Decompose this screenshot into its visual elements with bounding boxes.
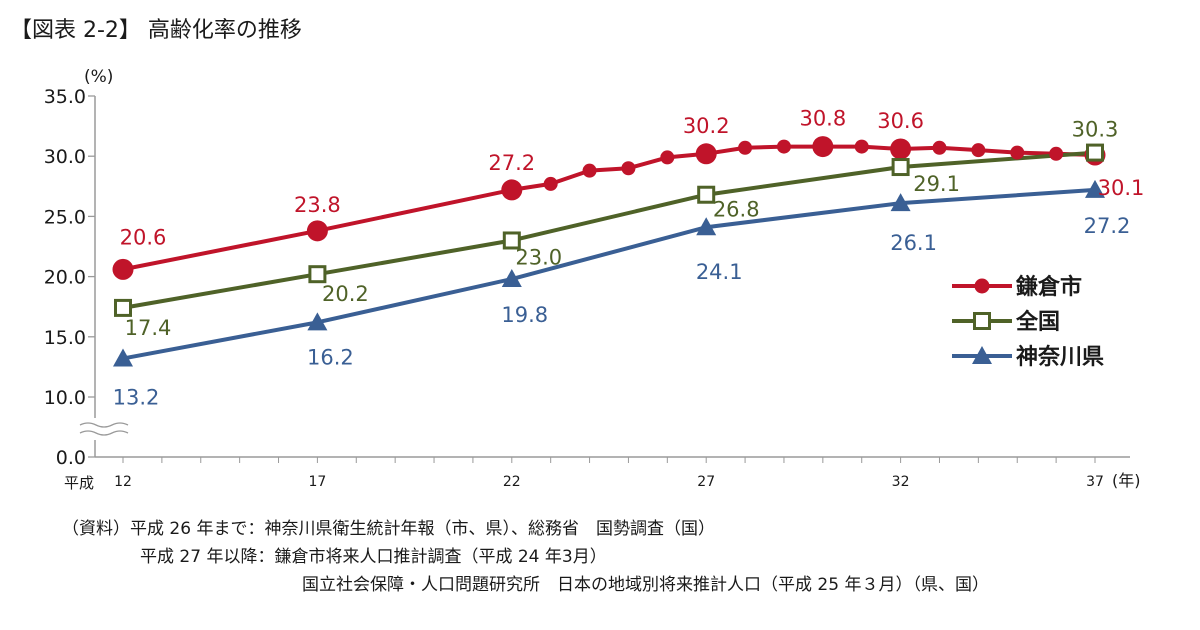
x-axis-unit: (年) [1112,471,1141,490]
x-tick-label: 22 [503,474,521,490]
axis-break-mark [79,430,129,436]
data-label-全国: 29.1 [913,172,960,196]
data-label-鎌倉市: 30.2 [683,114,730,138]
marker-全国 [114,298,132,317]
marker-鎌倉市 [1010,145,1025,160]
data-label-鎌倉市: 30.8 [799,107,846,131]
marker-鎌倉市 [621,161,636,176]
marker-鎌倉市 [971,143,986,158]
marker-神奈川県 [890,193,911,212]
marker-鎌倉市 [812,136,834,158]
marker-全国 [1086,143,1104,162]
x-tick-label: 32 [892,474,910,490]
marker-鎌倉市 [660,150,675,165]
marker-鎌倉市 [112,258,134,280]
series-markers [112,136,1106,367]
data-label-鎌倉市: 27.2 [488,151,535,175]
marker-鎌倉市 [582,163,597,178]
legend-label: 全国 [1015,309,1060,335]
y-tick-label: 25.0 [44,206,86,228]
marker-鎌倉市 [932,140,947,155]
source-line-1: （資料）平成 26 年まで：神奈川県衛生統計年報（市、県）、総務省 国勢調査（国… [62,519,715,539]
marker-鎌倉市 [1049,146,1064,161]
marker-鎌倉市 [543,176,558,191]
marker-鎌倉市 [738,140,753,155]
data-label-鎌倉市: 23.8 [294,193,341,217]
y-tick-label: 15.0 [44,327,86,349]
y-tick-label: 10.0 [44,387,86,409]
marker-鎌倉市 [776,139,791,154]
legend-label: 鎌倉市 [1015,274,1082,300]
data-label-神奈川県: 24.1 [696,260,743,284]
marker-鎌倉市 [695,143,717,165]
marker-神奈川県 [501,269,522,288]
data-label-神奈川県: 16.2 [307,345,354,369]
data-labels: 20.6 23.8 27.2 30.2 30.8 30.6 30.1 17.4 20.2 23.0… [113,107,1145,410]
data-label-神奈川県: 27.2 [1084,214,1131,238]
data-label-全国: 17.4 [125,316,172,340]
data-label-鎌倉市: 20.6 [120,225,167,249]
data-label-鎌倉市: 30.6 [877,109,924,133]
marker-全国 [502,231,521,250]
chart: 0.0 10.0 15.0 20.0 25.0 30.0 35.0(%) 12 17 22 27 32… [44,67,1145,492]
source-line-2: 平成 27 年以降：鎌倉市将来人口推計調査（平成 24 年3月） [140,547,607,567]
series-line-神奈川県 [122,187,1096,361]
x-era-label: 平成 [64,474,94,492]
legend-marker-神奈川県 [972,346,992,364]
marker-全国 [308,265,327,284]
legend-marker-全国 [973,312,991,330]
legend-label: 神奈川県 [1016,344,1104,370]
x-tick-label: 17 [308,474,326,490]
x-tick-label: 27 [697,474,715,490]
data-label-鎌倉市: 30.1 [1098,176,1145,200]
marker-全国 [697,185,716,204]
data-label-神奈川県: 13.2 [113,385,160,409]
figure-title: 【図表 2-2】 高齢化率の推移 [10,18,302,43]
data-label-神奈川県: 26.1 [890,231,937,255]
data-label-全国: 23.0 [515,245,562,269]
marker-神奈川県 [696,217,717,236]
marker-鎌倉市 [306,220,328,242]
data-label-全国: 30.3 [1072,118,1119,142]
axis-break-mark [79,422,129,428]
series-line-全国 [122,150,1096,310]
marker-神奈川県 [113,348,133,367]
marker-全国 [891,158,910,177]
source-line-3: 国立社会保障・人口問題研究所 日本の地域別将来推計人口（平成 25 年３月）（県… [302,575,989,595]
marker-鎌倉市 [501,179,523,201]
y-axis-unit: (%) [84,67,113,87]
marker-神奈川県 [307,312,328,331]
y-tick-label: 20.0 [44,267,86,289]
y-tick-label: 35.0 [44,86,86,108]
legend-marker-鎌倉市 [974,278,990,294]
axes: 0.0 10.0 15.0 20.0 25.0 30.0 35.0(%) 12 17 22 27 32… [44,67,1141,492]
data-label-全国: 20.2 [322,282,369,306]
y-tick-label: 30.0 [44,146,86,168]
y-tick-label: 0.0 [56,447,86,469]
data-label-神奈川県: 19.8 [501,303,548,327]
marker-神奈川県 [1085,179,1105,198]
x-tick-label: 12 [114,474,132,490]
x-tick-label: 37 [1086,474,1104,490]
data-label-全国: 26.8 [713,198,760,222]
marker-鎌倉市 [854,139,869,154]
marker-鎌倉市 [890,138,912,160]
